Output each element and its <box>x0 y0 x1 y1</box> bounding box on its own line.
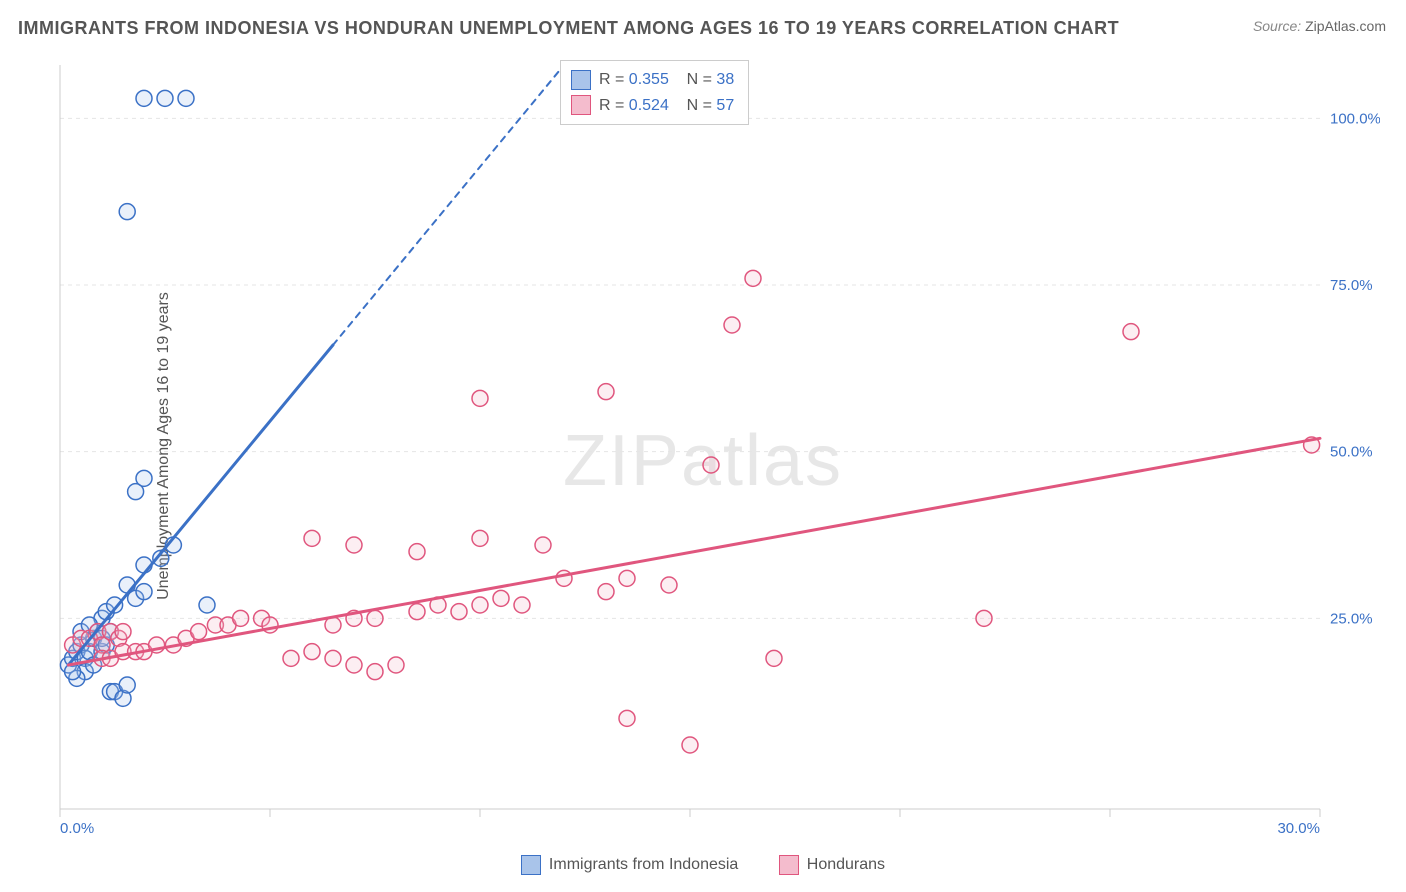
n-value-b: 57 <box>716 97 734 114</box>
bottom-legend-label-a: Immigrants from Indonesia <box>549 856 738 874</box>
legend-stats-series-b: R = 0.524 N = 57 <box>599 93 734 119</box>
correlation-legend: R = 0.355 N = 38 R = 0.524 N = 57 <box>560 60 749 125</box>
bottom-legend-item-b: Hondurans <box>779 855 885 875</box>
n-value-a: 38 <box>716 71 734 88</box>
r-value-a: 0.355 <box>629 71 669 88</box>
scatter-plot: 25.0% 50.0% 75.0% 100.0% 0.0% 30.0% <box>50 55 1380 835</box>
legend-row-series-a: R = 0.355 N = 38 <box>571 67 734 93</box>
source-attribution: Source: ZipAtlas.com <box>1253 18 1386 34</box>
bottom-legend-item-a: Immigrants from Indonesia <box>521 855 738 875</box>
chart-title: IMMIGRANTS FROM INDONESIA VS HONDURAN UN… <box>18 18 1119 39</box>
bottom-legend-swatch-b <box>779 855 799 875</box>
svg-text:75.0%: 75.0% <box>1330 277 1373 294</box>
chart-svg: 25.0% 50.0% 75.0% 100.0% 0.0% 30.0% <box>50 55 1380 835</box>
svg-text:0.0%: 0.0% <box>60 820 94 835</box>
svg-text:100.0%: 100.0% <box>1330 110 1380 127</box>
bottom-legend: Immigrants from Indonesia Hondurans <box>0 855 1406 880</box>
source-label: Source: <box>1253 18 1305 34</box>
r-value-b: 0.524 <box>629 97 669 114</box>
bottom-legend-label-b: Hondurans <box>807 856 885 874</box>
svg-text:30.0%: 30.0% <box>1277 820 1320 835</box>
source-value: ZipAtlas.com <box>1305 18 1386 34</box>
svg-text:25.0%: 25.0% <box>1330 610 1373 627</box>
legend-row-series-b: R = 0.524 N = 57 <box>571 93 734 119</box>
svg-text:50.0%: 50.0% <box>1330 444 1373 461</box>
bottom-legend-swatch-a <box>521 855 541 875</box>
legend-stats-series-a: R = 0.355 N = 38 <box>599 67 734 93</box>
legend-swatch-series-a <box>571 70 591 90</box>
legend-swatch-series-b <box>571 95 591 115</box>
